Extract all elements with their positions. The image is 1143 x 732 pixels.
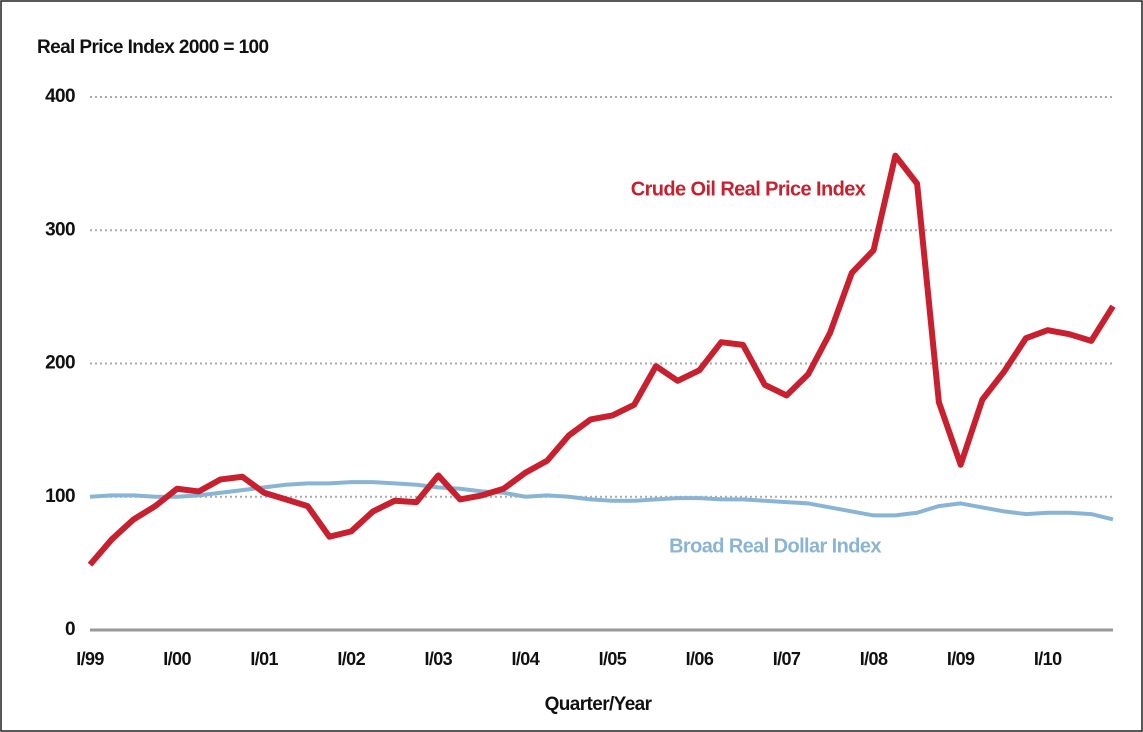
x-tick-label: I/06	[686, 649, 714, 669]
series-label: Broad Real Dollar Index	[669, 535, 881, 557]
y-tick-label: 400	[45, 86, 75, 107]
y-tick-label: 100	[45, 486, 75, 507]
x-axis-label: Quarter/Year	[545, 694, 653, 715]
x-tick-label: I/00	[163, 649, 191, 669]
x-tick-label: I/10	[1034, 649, 1062, 669]
x-tick-label: I/07	[773, 649, 801, 669]
x-tick-label: I/01	[250, 649, 278, 669]
x-tick-label: I/09	[947, 649, 975, 669]
y-tick-label: 200	[45, 353, 75, 374]
y-tick-label: 300	[45, 219, 75, 240]
y-tick-label: 0	[65, 619, 75, 640]
series-label: Crude Oil Real Price Index	[631, 178, 866, 200]
x-tick-label: I/02	[337, 649, 365, 669]
x-tick-label: I/08	[860, 649, 888, 669]
x-tick-label: I/99	[76, 649, 104, 669]
x-tick-label: I/04	[512, 649, 540, 669]
series-line	[87, 152, 1116, 567]
x-tick-label: I/03	[424, 649, 452, 669]
x-tick-label: I/05	[599, 649, 627, 669]
chart-title: Real Price Index 2000 = 100	[37, 37, 269, 58]
